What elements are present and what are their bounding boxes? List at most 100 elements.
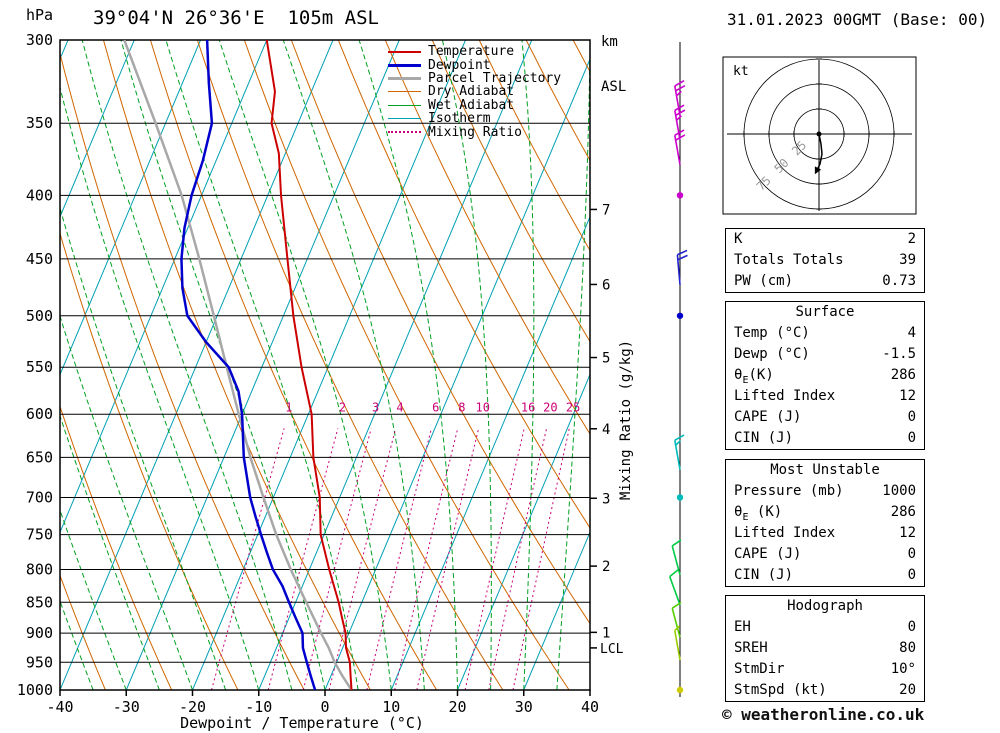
table-title: Most Unstable [770,462,880,478]
table-row: θE (K) 286 [726,502,924,523]
pressure-tick-label: 450 [26,250,53,268]
mixing-ratio-value-label: 3 [372,401,379,415]
isotherm-line [523,530,590,690]
temp-tick-label: 10 [382,698,400,716]
row-label: CAPE (J) [734,546,802,562]
chart-legend: Temperature Dewpoint Parcel Trajectory Dry … [388,44,561,140]
temp-tick-label: -10 [245,698,272,716]
row-value: 0 [907,546,916,562]
mixing-ratio-axis-title: Mixing Ratio (g/kg) [618,340,634,500]
most-unstable-table: Most Unstable Pressure (mb) 1000 θE (K) 286 L… [725,459,925,587]
mixing-ratio-value-label: 4 [396,401,403,415]
datetime-title: 31.01.2023 00GMT (Base: 00) [727,10,988,29]
legend-item: Isotherm [388,111,561,127]
wind-barb [674,104,686,141]
table-row: CAPE (J) 0 [726,544,924,565]
km-tick-label: 2 [602,559,610,575]
table-row: PW (cm) 0.73 [726,271,924,292]
station-title: 39°04'N 26°36'E 105m ASL [93,7,379,29]
surface-table: Surface Temp (°C) 4 Dewp (°C) -1.5 θE(K) 286 Li… [725,301,925,450]
legend-line-sample [388,104,421,106]
table-title: Hodograph [787,598,863,614]
temperature-curve [265,40,353,690]
table-row: CIN (J) 0 [726,428,924,449]
mixing-ratio-value-label: 1 [285,401,292,415]
pressure-tick-label: 950 [26,653,53,671]
legend-label: Isotherm [428,111,491,127]
pressure-tick-label: 300 [26,31,53,49]
pressure-tick-label: 750 [26,526,53,544]
mixing-ratio-line [328,428,397,690]
wet-adiabat-line [165,40,359,690]
isotherm-line [60,40,268,534]
row-label: StmDir [734,661,785,677]
km-tick-label: 7 [602,202,610,218]
row-label: Totals Totals [734,252,844,268]
row-value: 0 [907,409,916,425]
isotherm-line [192,40,466,690]
row-value: 4 [907,325,916,341]
parcel-trajectory-curve [123,40,353,690]
table-row: CAPE (J) 0 [726,407,924,428]
km-tick-label: 3 [602,491,610,507]
hodograph-table: Hodograph EH 0 SREH 80 StmDir 10° StmSpd (kt) 20 [725,595,925,702]
wet-adiabat-line [556,40,590,690]
mixing-ratio-line [267,428,339,690]
mixing-ratio-value-label: 8 [458,401,465,415]
row-label: SREH [734,640,768,656]
row-value: 0.73 [882,273,916,289]
row-value: 10° [890,661,916,677]
wind-barb [676,249,688,285]
pressure-tick-label: 650 [26,448,53,466]
legend-label: Mixing Ratio [428,124,522,140]
legend-item: Wet Adiabat [388,98,561,113]
dry-adiabat-line [478,40,590,252]
wet-adiabat-line [81,40,293,690]
dry-adiabat-line [384,40,590,435]
row-value: 39 [899,252,916,268]
mixing-ratio-value-label: 2 [339,401,346,415]
row-value: 1000 [882,483,916,499]
table-row: StmSpd (kt) 20 [726,680,924,701]
legend-line-sample [388,91,421,93]
dry-adiabat-line [60,574,106,690]
row-label: K [734,231,743,247]
hodograph-trace [817,133,823,169]
row-label: CIN (J) [734,430,794,446]
wind-barb [671,601,682,638]
isotherm-line [457,373,590,690]
table-row: Pressure (mb) 1000 [726,481,924,502]
legend-label: Dry Adiabat [428,84,515,100]
table-row: Lifted Index 12 [726,386,924,407]
hodograph-arrowhead [814,166,822,175]
isotherm-line [258,40,533,690]
legend-item: Parcel Trajectory [388,71,561,86]
pressure-tick-label: 400 [26,186,53,204]
pressure-unit-label: hPa [26,6,54,24]
altitude-unit-label: km ASL [601,5,635,125]
row-value: 0 [907,430,916,446]
wind-barb [671,539,682,576]
mixing-ratio-line [512,428,570,690]
hodograph-unit-label: kt [733,64,749,79]
legend-line-sample [388,63,421,67]
row-label: Lifted Index [734,388,836,404]
mixing-ratio-line [394,428,459,690]
row-label: Pressure (mb) [734,483,844,499]
pressure-tick-label: 900 [26,624,53,642]
wet-adiabat-line [60,508,127,690]
temp-tick-label: 30 [515,698,533,716]
row-value: 20 [899,682,916,698]
mixing-ratio-value-label: 6 [432,401,439,415]
dry-adiabat-line [431,40,590,343]
isotherm-line [60,40,201,376]
row-label: θE(K) [734,367,774,386]
row-value: 12 [899,525,916,541]
row-label: CAPE (J) [734,409,802,425]
table-row: CIN (J) 0 [726,565,924,586]
row-value: 2 [907,231,916,247]
table-row: Dewp (°C) -1.5 [726,344,924,365]
